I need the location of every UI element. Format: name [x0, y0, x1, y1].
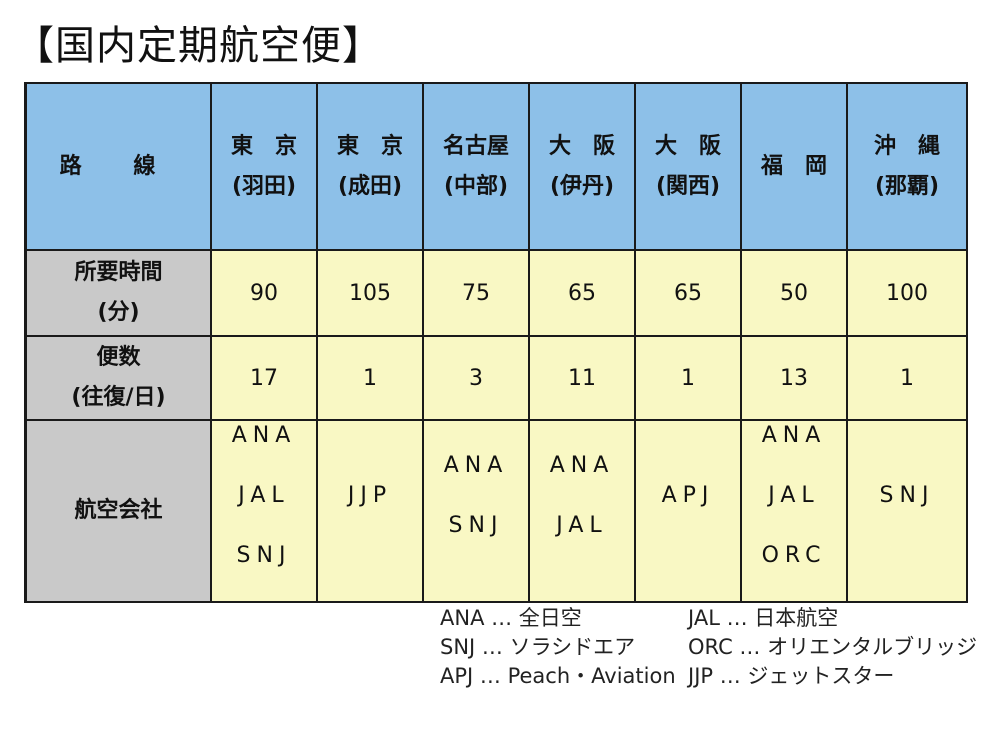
route-header: 路 線	[24, 82, 212, 251]
flight-frequency-cell: 17	[210, 335, 318, 421]
airline-code: ANA	[443, 453, 509, 478]
airline-code: ORC	[761, 543, 827, 568]
airline-code: SNJ	[236, 543, 292, 568]
destination-header-tokyo-haneda: 東 京 (羽田)	[210, 82, 318, 251]
destination-airport: (関西)	[655, 173, 721, 199]
flight-time-cell: 105	[316, 249, 424, 337]
flight-frequency-cell: 3	[422, 335, 530, 421]
airline-code: ANA	[231, 423, 297, 448]
airline-code: JAL	[556, 513, 608, 538]
flight-time-label-unit: (分)	[97, 300, 140, 325]
flight-time-cell: 90	[210, 249, 318, 337]
flight-time-row: 所要時間 (分) 90 105 75 65 65 50 100	[24, 249, 968, 337]
airline-cell: APJ	[634, 419, 742, 603]
legend-item: SNJ … ソラシドエア	[440, 635, 636, 659]
legend-item: ORC … オリエンタルブリッジ	[688, 635, 978, 659]
destination-airport: (羽田)	[231, 173, 297, 199]
destination-header-osaka-kansai: 大 阪 (関西)	[634, 82, 742, 251]
airline-code: SNJ	[879, 483, 935, 508]
destination-header-fukuoka: 福 岡	[740, 82, 848, 251]
airline-code: ANA	[761, 423, 827, 448]
airline-code: APJ	[661, 483, 715, 508]
destination-name: 東 京	[230, 133, 297, 159]
flight-frequency-label-text: 便数	[96, 345, 141, 370]
airline-cell: JJP	[316, 419, 424, 603]
destination-header-nagoya-chubu: 名古屋 (中部)	[422, 82, 530, 251]
flight-frequency-cell: 1	[316, 335, 424, 421]
destination-name: 福 岡	[760, 153, 827, 179]
legend-item: APJ … Peach・Aviation	[440, 664, 676, 688]
airline-cell: ANA JAL SNJ	[210, 419, 318, 603]
airline-legend-left: ANA … 全日空 SNJ … ソラシドエア APJ … Peach・Aviat…	[440, 604, 676, 691]
airline-cell: SNJ	[846, 419, 968, 603]
flight-frequency-label: 便数 (往復/日)	[24, 335, 212, 421]
airline-code: JJP	[347, 483, 393, 508]
destination-header-okinawa-naha: 沖 縄 (那覇)	[846, 82, 968, 251]
legend-item: JJP … ジェットスター	[688, 664, 895, 688]
destination-airport: (伊丹)	[549, 173, 615, 199]
flight-time-cell: 100	[846, 249, 968, 337]
flight-time-label-text: 所要時間	[74, 260, 163, 285]
destination-header-osaka-itami: 大 阪 (伊丹)	[528, 82, 636, 251]
flight-frequency-label-unit: (往復/日)	[71, 385, 166, 410]
flight-frequency-cell: 13	[740, 335, 848, 421]
flight-time-cell: 65	[528, 249, 636, 337]
flight-frequency-cell: 1	[634, 335, 742, 421]
airline-cell: ANA JAL ORC	[740, 419, 848, 603]
header-row: 路 線 東 京 (羽田) 東 京 (成田) 名古屋 (中部) 大 阪 (伊丹) …	[24, 82, 968, 251]
destination-name: 大 阪	[548, 133, 615, 159]
destination-airport: (成田)	[337, 173, 403, 199]
airline-code: JAL	[238, 483, 290, 508]
flight-time-label: 所要時間 (分)	[24, 249, 212, 337]
airline-cell: ANA SNJ	[422, 419, 530, 603]
airline-legend-right: JAL … 日本航空 ORC … オリエンタルブリッジ JJP … ジェットスタ…	[688, 604, 977, 691]
legend-item: JAL … 日本航空	[688, 606, 839, 630]
flight-time-cell: 75	[422, 249, 530, 337]
airline-row: 航空会社 ANA JAL SNJ JJP ANA SNJ ANA JAL APJ…	[24, 419, 968, 603]
flight-frequency-cell: 11	[528, 335, 636, 421]
page-title: 【国内定期航空便】	[14, 23, 383, 69]
destination-name: 大 阪	[654, 133, 721, 159]
destination-airport: (那覇)	[874, 173, 940, 199]
airline-code: ANA	[549, 453, 615, 478]
flight-table: 路 線 東 京 (羽田) 東 京 (成田) 名古屋 (中部) 大 阪 (伊丹) …	[24, 82, 968, 603]
airline-cell: ANA JAL	[528, 419, 636, 603]
airline-code: JAL	[768, 483, 820, 508]
legend-item: ANA … 全日空	[440, 606, 582, 630]
destination-name: 沖 縄	[873, 133, 940, 159]
flight-time-cell: 65	[634, 249, 742, 337]
airline-label: 航空会社	[24, 419, 212, 603]
destination-name: 名古屋	[442, 133, 509, 159]
destination-airport: (中部)	[443, 173, 509, 199]
airline-code: SNJ	[448, 513, 504, 538]
destination-header-tokyo-narita: 東 京 (成田)	[316, 82, 424, 251]
flight-time-cell: 50	[740, 249, 848, 337]
flight-frequency-cell: 1	[846, 335, 968, 421]
destination-name: 東 京	[336, 133, 403, 159]
flight-frequency-row: 便数 (往復/日) 17 1 3 11 1 13 1	[24, 335, 968, 421]
